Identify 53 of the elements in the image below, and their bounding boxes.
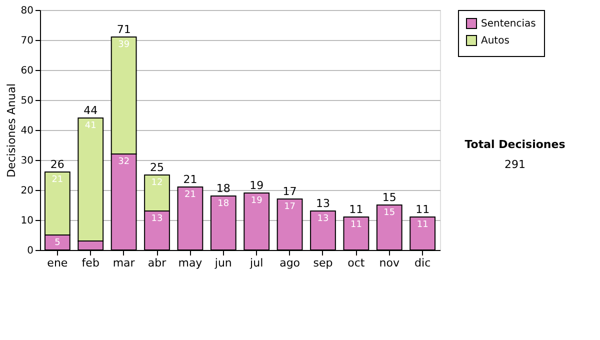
x-tick-label: mar [112, 256, 136, 270]
total-label: 15 [382, 191, 396, 204]
data-label: 11 [416, 220, 428, 230]
total-label: 13 [316, 197, 330, 210]
data-label: 13 [317, 214, 329, 224]
text: 291 [504, 158, 526, 171]
x-tick-label: jun [214, 256, 232, 270]
x-tick-label: feb [82, 256, 100, 270]
legend-label: Sentencias [481, 18, 536, 30]
total-label: 19 [250, 179, 264, 192]
total-label: 71 [116, 23, 131, 36]
data-label: 5 [54, 238, 60, 248]
data-label: 13 [151, 214, 163, 224]
y-tick-label: 20 [20, 186, 34, 196]
y-tick-label: 60 [20, 66, 34, 76]
data-label: 12 [151, 178, 163, 188]
y-tick-label: 80 [20, 6, 34, 16]
data-label: 11 [350, 220, 362, 230]
y-axis-title: Decisiones Anual [4, 83, 18, 178]
legend-label: Autos [481, 36, 510, 46]
total-label: 11 [349, 203, 364, 216]
y-tick-label: 50 [20, 96, 34, 106]
data-label: 39 [118, 40, 130, 50]
data-label: 19 [250, 196, 263, 206]
data-label: 21 [52, 175, 64, 185]
text: Total Decisiones [464, 138, 566, 151]
data-label: 41 [84, 121, 96, 131]
x-tick-label: dic [414, 256, 431, 270]
x-tick-label: sep [313, 256, 333, 270]
total-label: 44 [84, 104, 98, 117]
x-tick-label: may [178, 256, 203, 270]
data-label: 17 [284, 202, 296, 212]
data-label: 32 [118, 157, 130, 167]
y-tick-label: 70 [20, 36, 34, 46]
x-tick-label: nov [379, 256, 400, 270]
x-tick-label: ene [47, 256, 68, 270]
data-label: 15 [384, 208, 396, 218]
x-tick-label: oct [348, 256, 366, 270]
y-tick-label: 10 [20, 216, 34, 226]
total-label: 17 [282, 185, 297, 198]
x-tick-label: jul [249, 256, 264, 270]
total-label: 25 [150, 161, 164, 174]
total-label: 26 [50, 158, 64, 171]
data-label: 21 [184, 190, 196, 200]
y-tick-label: 40 [20, 126, 34, 136]
y-tick-label: 30 [20, 156, 34, 166]
x-tick-label: ago [280, 256, 300, 270]
y-tick-label: 0 [27, 246, 34, 256]
total-label: 11 [416, 203, 430, 216]
total-label: 18 [216, 182, 230, 195]
x-tick-label: abr [148, 256, 167, 270]
total-label: 21 [183, 173, 198, 186]
data-label: 18 [218, 199, 230, 209]
